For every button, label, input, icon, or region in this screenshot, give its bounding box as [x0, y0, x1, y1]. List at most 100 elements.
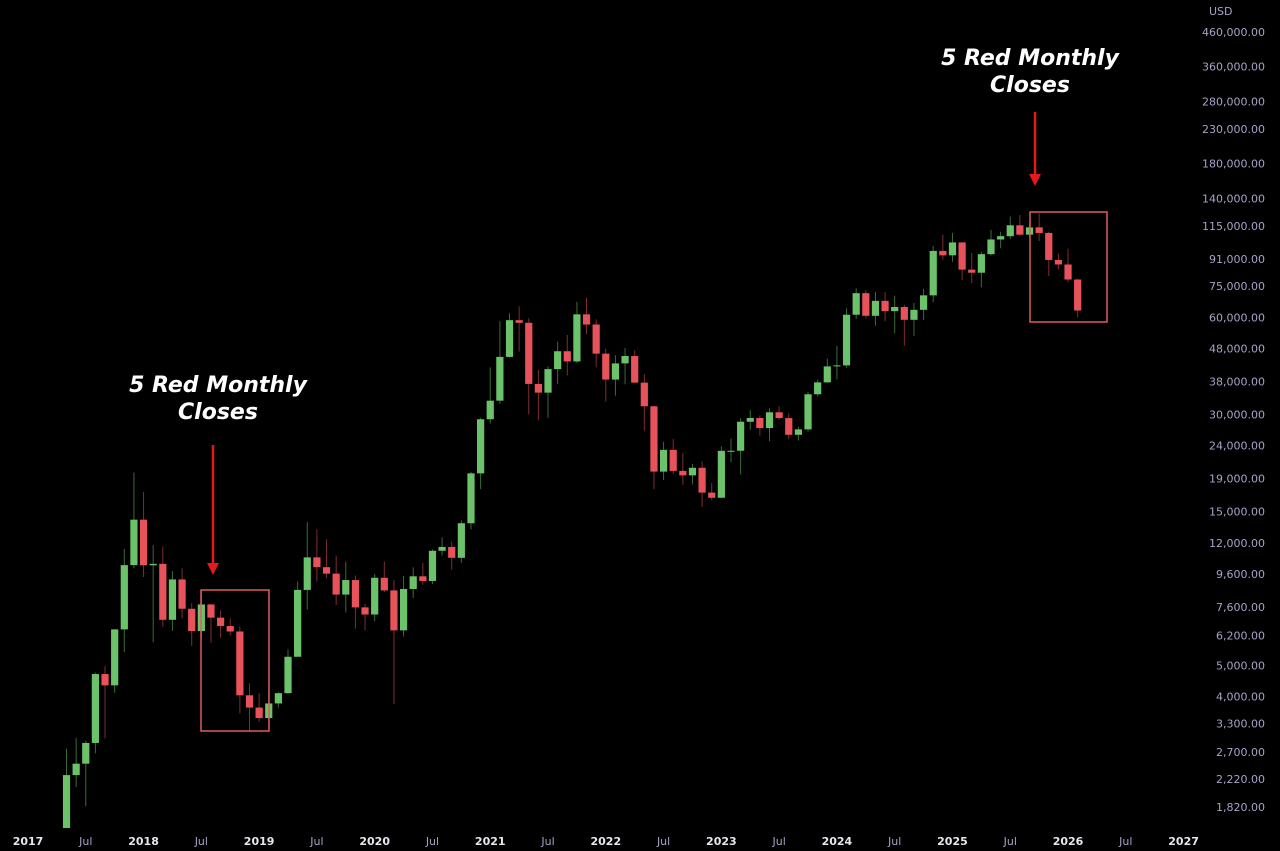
y-tick-label: 7,600.00: [1216, 601, 1265, 614]
annotation-text: 5 Red Monthly: [941, 46, 1121, 71]
candles: [62, 213, 1082, 828]
x-tick-label: 2027: [1168, 835, 1199, 848]
candle-body: [178, 579, 186, 609]
candle-body: [159, 563, 167, 620]
candle-body: [245, 695, 254, 708]
y-tick-label: 12,000.00: [1209, 537, 1265, 550]
candle-body: [823, 366, 831, 383]
x-tick-label: Jul: [1118, 835, 1132, 848]
candle-body: [1064, 264, 1072, 280]
candle-body: [698, 467, 706, 493]
candle-body: [274, 693, 282, 704]
candle-body: [236, 631, 244, 696]
candle-body: [708, 492, 716, 498]
candle-body: [1054, 259, 1063, 265]
y-tick-label: 4,000.00: [1216, 691, 1265, 704]
x-tick-label: 2017: [13, 835, 44, 848]
candle-body: [1074, 279, 1082, 311]
y-tick-label: 180,000.00: [1202, 157, 1265, 170]
candle-body: [342, 580, 350, 595]
candle-body: [409, 576, 417, 589]
candle-body: [852, 293, 860, 315]
y-tick-label: 19,000.00: [1209, 472, 1265, 485]
y-tick-label: 6,200.00: [1216, 629, 1265, 642]
candle-body: [977, 254, 985, 273]
candle-body: [611, 363, 620, 380]
candle-body: [592, 324, 600, 354]
x-tick-label: Jul: [425, 835, 439, 848]
y-tick-label: 75,000.00: [1209, 280, 1265, 293]
candle-body: [1045, 232, 1053, 260]
candle-body: [544, 369, 552, 393]
annotation-text: Closes: [990, 73, 1070, 98]
candle-body: [765, 412, 774, 429]
candle-body: [919, 295, 928, 310]
candle-body: [997, 236, 1005, 240]
candle-body: [842, 314, 851, 366]
candle-body: [1006, 225, 1014, 237]
candle-body: [448, 546, 456, 558]
candle-body: [746, 417, 754, 422]
candle-body: [968, 269, 976, 273]
candle-body: [255, 707, 263, 719]
candle-body: [582, 314, 591, 325]
y-tick-label: 115,000.00: [1202, 220, 1265, 233]
candle-body: [505, 320, 514, 357]
candle-body: [1035, 227, 1043, 233]
candle-body: [659, 449, 668, 472]
annotation-text: 5 Red Monthly: [129, 373, 309, 398]
y-tick-label: 140,000.00: [1202, 193, 1265, 206]
x-tick-label: 2025: [937, 835, 968, 848]
candle-body: [486, 400, 494, 420]
annotation-arrowhead: [207, 563, 219, 575]
x-tick-label: 2023: [706, 835, 737, 848]
candle-body: [563, 351, 571, 362]
candle-body: [168, 579, 177, 620]
candle-body: [804, 394, 812, 430]
candle-body: [688, 467, 697, 476]
candle-body: [313, 557, 321, 568]
candle-body: [111, 629, 119, 686]
candle-body: [380, 577, 388, 591]
y-tick-label: 48,000.00: [1209, 343, 1265, 356]
x-tick-label: 2019: [244, 835, 275, 848]
candle-body: [669, 449, 677, 471]
candle-body: [496, 356, 504, 401]
candle-body: [351, 580, 360, 608]
candle-body: [833, 365, 841, 367]
y-axis-unit: USD: [1209, 5, 1233, 18]
candle-body: [284, 656, 292, 694]
candle-body: [775, 412, 783, 419]
y-tick-label: 2,700.00: [1216, 746, 1265, 759]
candle-body: [294, 589, 302, 657]
candle-body: [361, 607, 369, 615]
x-tick-label: Jul: [1003, 835, 1017, 848]
candle-body: [871, 300, 880, 316]
x-tick-label: 2021: [475, 835, 506, 848]
candle-body: [72, 763, 80, 776]
candle-body: [939, 250, 947, 256]
annotation-box: [1029, 211, 1108, 323]
x-tick-label: Jul: [887, 835, 901, 848]
y-tick-label: 15,000.00: [1209, 506, 1265, 519]
candle-body: [428, 550, 437, 581]
y-tick-label: 24,000.00: [1209, 440, 1265, 453]
candle-body: [467, 473, 475, 524]
candle-body: [987, 239, 995, 255]
candle-body: [717, 450, 725, 498]
candle-body: [785, 418, 793, 435]
candle-body: [120, 565, 128, 630]
x-tick-label: Jul: [78, 835, 92, 848]
x-tick-label: Jul: [771, 835, 785, 848]
x-tick-label: 2026: [1053, 835, 1084, 848]
y-tick-label: 360,000.00: [1202, 60, 1265, 73]
candle-body: [737, 421, 745, 451]
candle-body: [958, 242, 966, 270]
x-tick-label: 2024: [822, 835, 853, 848]
annotation-box: [200, 589, 270, 732]
candle-body: [130, 519, 138, 566]
y-tick-label: 60,000.00: [1209, 311, 1265, 324]
